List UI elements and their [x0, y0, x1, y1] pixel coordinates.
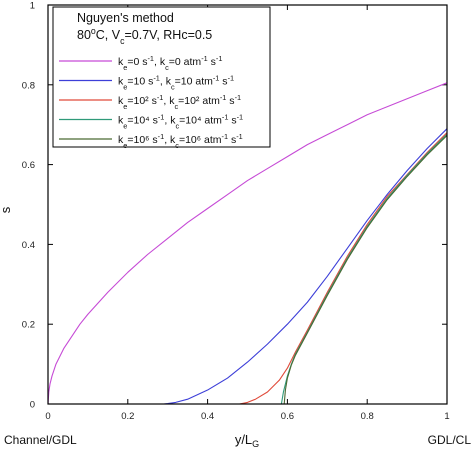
legend-label-3: ke=10² s-1, kc=10² atm-1 s-1	[118, 93, 241, 111]
legend-label-5: ke=10⁶ s-1, kc=10⁶ atm-1 s-1	[118, 132, 243, 150]
channel-gdl-label: Channel/GDL	[4, 433, 77, 447]
y-tick-label: 0.8	[22, 80, 35, 91]
legend-title-line2: 80oC, Vc=0.7V, RHc=0.5	[77, 26, 212, 46]
x-tick-label: 1	[444, 411, 449, 422]
series-line-5	[48, 135, 448, 405]
series-layer	[47, 82, 448, 405]
y-tick-label: 0.4	[22, 240, 35, 251]
plot-frame	[47, 4, 448, 405]
series-line-4	[48, 133, 448, 405]
legend: Nguyen's method 80oC, Vc=0.7V, RHc=0.5 k…	[52, 6, 271, 150]
y-axis-title: s	[0, 206, 13, 213]
series-line-2	[48, 128, 448, 405]
gdl-cl-label: GDL/CL	[428, 433, 472, 447]
legend-label-1: ke=0 s-1, kc=0 atm-1 s-1	[118, 54, 222, 72]
x-axis-title: y/LG	[235, 432, 259, 449]
x-tick-label: 0.8	[361, 411, 374, 422]
y-tick-label: 0.6	[22, 160, 35, 171]
x-tick-label: 0.2	[121, 411, 134, 422]
legend-title-line1: Nguyen's method	[77, 11, 174, 25]
legend-label-2: ke=10 s-1, kc=10 atm-1 s-1	[118, 73, 234, 91]
legend-box	[52, 6, 271, 148]
x-tick-label: 0.4	[201, 411, 214, 422]
x-axis-title-main: y/L	[235, 432, 252, 447]
legend-label-4: ke=10⁴ s-1, kc=10⁴ atm-1 s-1	[118, 112, 243, 130]
y-tick-label: 1	[30, 1, 35, 12]
series-line-1	[47, 82, 448, 405]
y-tick-label: 0	[30, 400, 35, 411]
x-tick-label: 0.6	[281, 411, 294, 422]
x-tick-label: 0	[45, 411, 50, 422]
y-tick-label: 0.2	[22, 320, 35, 331]
series-line-3	[48, 132, 448, 405]
tick-labels: 0 0.2 0.4 0.6 0.8 1 0 0.2 0.4 0.6 0.8 1	[22, 1, 450, 423]
legend-items: ke=0 s-1, kc=0 atm-1 s-1ke=10 s-1, kc=10…	[59, 54, 243, 150]
x-axis-title-sub: G	[252, 439, 259, 449]
